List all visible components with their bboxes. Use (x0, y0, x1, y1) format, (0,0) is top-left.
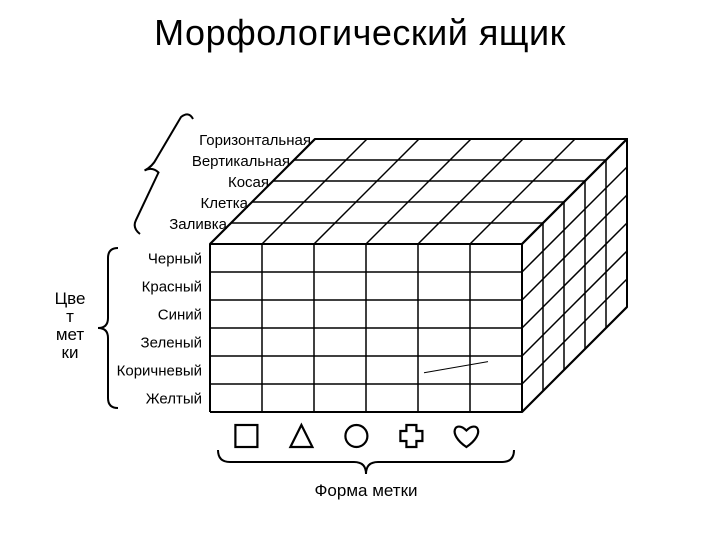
morphological-box-diagram: Черный Красный Синий Зеленый Коричневый Желты… (0, 54, 720, 524)
depth-axis-label: Клетка (201, 195, 249, 212)
y-axis-label: Зеленый (141, 335, 202, 352)
y-axis-label: Синий (158, 307, 202, 324)
y-axis-title: т (66, 307, 74, 326)
y-axis-label: Черный (148, 251, 202, 268)
artifact-line (424, 362, 488, 373)
y-axis-label: Коричневый (117, 363, 202, 380)
heart-icon (455, 427, 479, 447)
cross-icon (400, 425, 422, 447)
brace-bottom-icon (218, 450, 514, 474)
y-axis-label: Красный (142, 279, 202, 296)
triangle-icon (290, 425, 312, 447)
depth-axis-label: Косая (228, 174, 269, 191)
depth-axis-label: Вертикальная (192, 153, 290, 170)
y-axis-title: Цве (55, 289, 86, 308)
brace-left-icon (98, 248, 118, 408)
y-axis-title: ки (62, 343, 79, 362)
y-axis-title: мет (56, 325, 85, 344)
depth-axis-label: Заливка (169, 216, 227, 233)
depth-axis-label: Горизонтальная (199, 132, 311, 149)
page-title: Морфологический ящик (0, 0, 720, 54)
y-axis-label: Желтый (146, 391, 202, 408)
x-axis-title: Форма метки (315, 481, 418, 500)
square-icon (235, 425, 257, 447)
circle-icon (345, 425, 367, 447)
